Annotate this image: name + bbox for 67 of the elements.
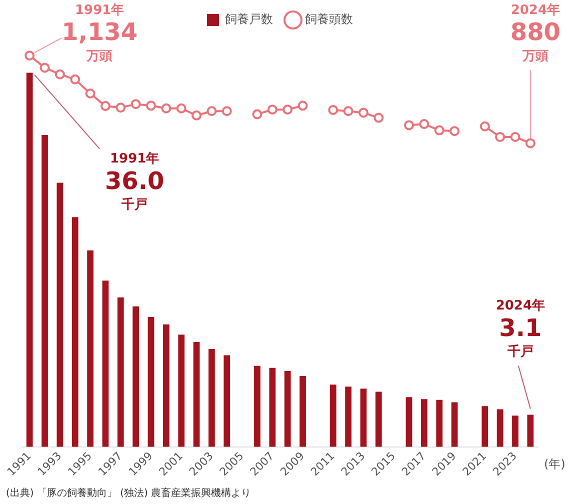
point — [192, 110, 202, 120]
bar — [254, 366, 260, 447]
point — [100, 101, 110, 112]
bar — [512, 416, 518, 447]
point — [70, 74, 80, 84]
bar — [375, 392, 382, 447]
bar — [148, 316, 154, 447]
point — [146, 100, 156, 111]
bar — [451, 402, 458, 447]
bar — [345, 386, 352, 447]
point — [374, 112, 384, 123]
point — [510, 132, 520, 142]
bar — [436, 400, 443, 447]
bar — [117, 297, 124, 447]
x-axis-title: (年) — [544, 456, 566, 471]
point — [267, 104, 278, 115]
text: (出典) 「豚の飼養動向」 (独法) 農畜産業振興機構より — [6, 487, 252, 499]
point — [252, 109, 262, 120]
point — [130, 99, 141, 110]
bar — [527, 414, 534, 447]
bar — [224, 355, 230, 447]
annotation: 1991年 36.0 千戸 — [104, 152, 164, 213]
annotation: 1991年 1,134 万頭 — [62, 2, 138, 64]
point — [298, 100, 308, 111]
bar — [360, 388, 367, 447]
point — [434, 125, 444, 136]
point — [358, 108, 368, 118]
point — [206, 106, 217, 116]
point — [24, 50, 35, 61]
bar — [56, 182, 64, 447]
bar — [208, 349, 215, 447]
bar — [72, 217, 78, 447]
bar — [420, 399, 428, 447]
bar — [269, 368, 276, 447]
bar — [178, 334, 185, 447]
point — [40, 62, 50, 73]
point — [282, 104, 293, 115]
bar — [482, 406, 488, 447]
point — [419, 119, 430, 130]
bar — [102, 280, 109, 447]
bar — [42, 135, 48, 447]
bar — [300, 376, 306, 447]
point — [525, 138, 536, 148]
point — [480, 121, 490, 132]
legend-label: 飼養頭数 — [305, 12, 353, 26]
annotation: 2024年 880 万頭 — [510, 2, 560, 64]
point — [54, 69, 65, 80]
point — [328, 104, 338, 115]
annotation: 2024年 3.1 千戸 — [496, 298, 546, 360]
point — [404, 120, 414, 130]
point — [343, 106, 354, 116]
bar — [162, 324, 170, 447]
bar — [496, 409, 504, 447]
point — [222, 106, 232, 116]
point — [495, 132, 506, 142]
bar — [406, 397, 412, 447]
point — [85, 88, 96, 99]
bar — [87, 250, 94, 447]
bar — [132, 306, 140, 447]
bar — [193, 342, 200, 447]
point — [450, 126, 460, 136]
point — [176, 103, 186, 114]
legend-label: 飼養戸数 — [225, 12, 273, 26]
bar — [284, 370, 291, 447]
bar — [330, 384, 336, 447]
point — [116, 102, 126, 113]
point — [161, 103, 172, 114]
